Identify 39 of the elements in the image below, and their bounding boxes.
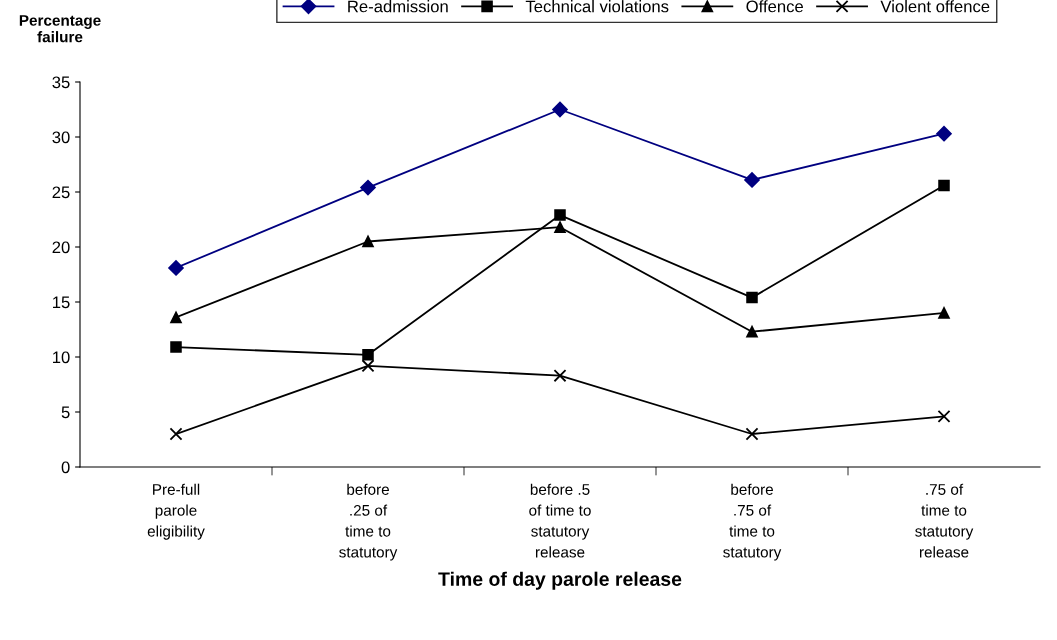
point	[746, 291, 758, 304]
point	[936, 125, 952, 142]
point	[745, 427, 759, 441]
legend-label: Offence	[746, 0, 803, 13]
point	[937, 409, 951, 423]
point	[744, 172, 760, 188]
y-tick-label: 30	[52, 131, 70, 144]
y-tick-label: 15	[53, 296, 70, 309]
point	[361, 359, 375, 373]
x-tick-label: before .5 of time to statutory release	[529, 483, 591, 558]
x-tick-label: Pre-full parole eligibility	[147, 483, 205, 540]
point	[170, 311, 182, 324]
legend-label: Violent offence	[880, 0, 990, 13]
point	[170, 341, 182, 353]
y-tick-label: 0	[61, 461, 70, 474]
point	[938, 307, 950, 319]
point	[554, 209, 566, 221]
point	[168, 260, 184, 276]
point	[746, 325, 758, 338]
x-tick-label: before .25 of time to statutory	[339, 483, 398, 561]
legend-label: Re-admission	[348, 0, 448, 13]
x-tick-label: before .75 of time to statutory	[723, 483, 782, 561]
point	[360, 179, 376, 196]
y-tick-label: 20	[52, 241, 70, 254]
y-tick-label: 25	[52, 186, 70, 199]
point	[553, 369, 567, 383]
point	[362, 349, 374, 361]
point	[169, 427, 183, 441]
y-tick-label: 5	[61, 406, 70, 419]
point	[362, 235, 374, 248]
x-tick-label: .75 of time to statutory release	[915, 483, 974, 558]
x-axis-title: Time of day parole release	[438, 571, 682, 590]
point	[552, 101, 568, 118]
legend-label: Technical violations	[525, 0, 669, 13]
point	[554, 221, 566, 233]
point	[938, 179, 950, 192]
y-tick-label: 35	[52, 76, 70, 89]
y-axis-title: Percentage failure	[19, 15, 101, 43]
y-tick-label: 10	[53, 351, 70, 364]
